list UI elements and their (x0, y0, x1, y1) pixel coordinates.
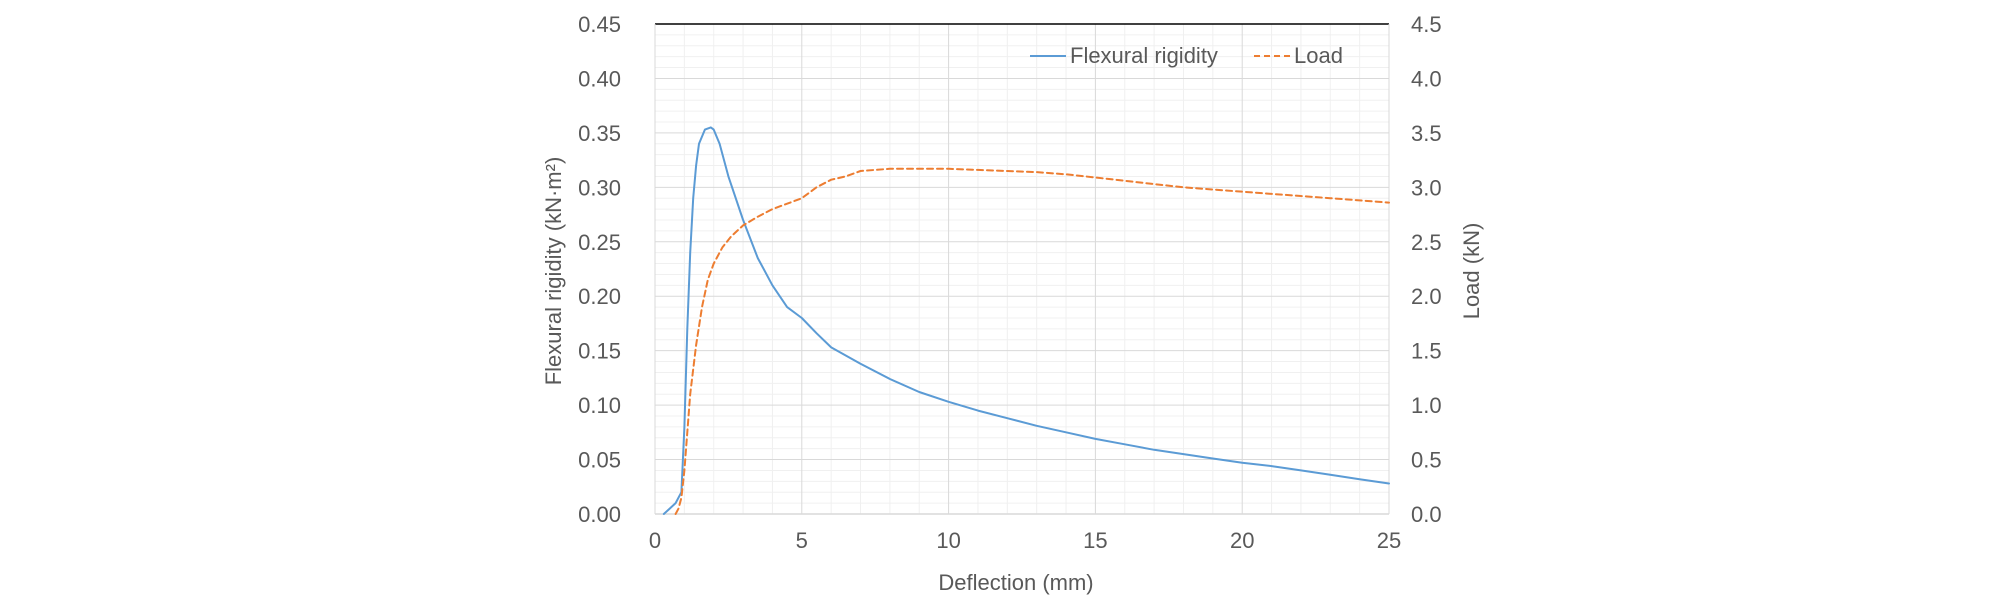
right-y-tick-label: 2.0 (1411, 284, 1442, 309)
x-tick-label: 0 (649, 528, 661, 553)
x-tick-label: 10 (936, 528, 960, 553)
left-y-tick-label: 0.30 (578, 175, 621, 200)
x-tick-label: 15 (1083, 528, 1107, 553)
right-y-tick-label: 0.5 (1411, 448, 1442, 473)
legend-label-load: Load (1294, 43, 1343, 68)
left-y-tick-label: 0.00 (578, 502, 621, 527)
grid-layer (654, 23, 1390, 515)
x-tick-label: 20 (1230, 528, 1254, 553)
x-tick-label: 5 (796, 528, 808, 553)
left-y-tick-label: 0.40 (578, 66, 621, 91)
left-y-tick-label: 0.20 (578, 284, 621, 309)
right-y-tick-label: 3.5 (1411, 121, 1442, 146)
legend-label-flexural-rigidity: Flexural rigidity (1070, 43, 1218, 68)
left-y-tick-label: 0.35 (578, 121, 621, 146)
left-y-tick-label: 0.10 (578, 393, 621, 418)
left-y-tick-label: 0.45 (578, 12, 621, 37)
series-layer (662, 126, 1390, 515)
right-y-tick-label: 2.5 (1411, 230, 1442, 255)
left-y-tick-label: 0.15 (578, 339, 621, 364)
tick-labels: 0 5 10 15 20 25 0.00 0.05 0.10 0.15 0.20 0.25 0.30 0.… (578, 12, 1441, 553)
right-y-tick-label: 1.5 (1411, 339, 1442, 364)
left-y-tick-label: 0.25 (578, 230, 621, 255)
right-y-tick-label: 4.0 (1411, 66, 1442, 91)
axes-frame (654, 23, 1390, 515)
right-y-tick-label: 1.0 (1411, 393, 1442, 418)
right-y-tick-label: 3.0 (1411, 175, 1442, 200)
x-tick-label: 25 (1377, 528, 1401, 553)
right-y-tick-label: 4.5 (1411, 12, 1442, 37)
legend: Flexural rigidity Load (1030, 43, 1343, 68)
left-y-axis-title: Flexural rigidity (kN·m²) (541, 157, 566, 386)
right-y-tick-label: 0.0 (1411, 502, 1442, 527)
left-y-tick-label: 0.05 (578, 448, 621, 473)
x-axis-title: Deflection (mm) (938, 570, 1093, 595)
right-y-axis-title: Load (kN) (1459, 223, 1484, 320)
series-line-load (674, 167, 1390, 515)
series-line-flexural-rigidity (662, 126, 1390, 515)
